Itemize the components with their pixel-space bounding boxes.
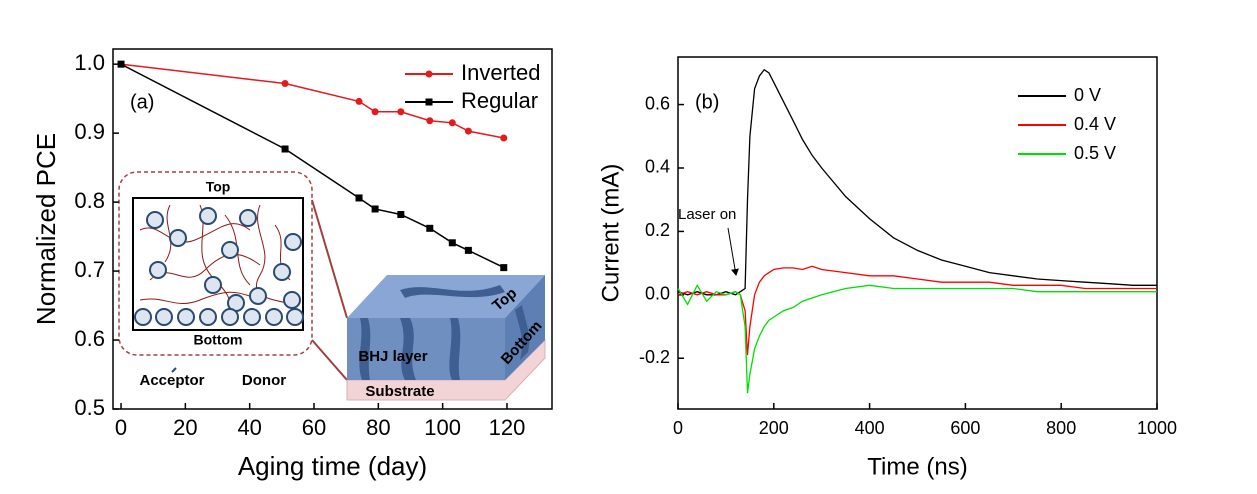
annotation: Laser on: [678, 206, 736, 223]
y-tick-label: 0.7: [74, 257, 105, 282]
annotation: Acceptor: [139, 372, 204, 389]
legend-label: 0.5 V: [1074, 143, 1116, 163]
x-tick-label: 100: [424, 415, 461, 440]
panel: 0 20 40 60 80 100 120 0.5 0.6 0.7 0.8 0.9 1.0 Aging t…: [31, 48, 553, 481]
y-tick-label: 1.0: [74, 50, 105, 75]
annotation: (b): [695, 91, 719, 113]
y-tick-label: 0.4: [645, 157, 670, 177]
marker: [464, 246, 472, 254]
y-tick-label: 0.5: [74, 395, 105, 420]
x-tick-label: 0: [115, 415, 127, 440]
annotation: Donor: [242, 372, 286, 389]
y-axis-label: Normalized PCE: [31, 133, 61, 325]
marker: [281, 145, 289, 153]
series-line: [677, 68, 1157, 296]
marker: [448, 239, 456, 247]
legend-label: 0 V: [1074, 85, 1101, 105]
marker: [117, 60, 125, 68]
marker: [425, 98, 433, 106]
legend-label: 0.4 V: [1074, 114, 1116, 134]
annotation: BHJ layer: [358, 348, 427, 365]
x-tick-label: 20: [173, 415, 197, 440]
marker: [426, 117, 434, 125]
acceptor-domains: [134, 207, 304, 326]
y-tick-label: 0.2: [645, 220, 670, 240]
series-line: [677, 265, 1157, 356]
connector: [311, 339, 348, 381]
marker: [397, 211, 405, 219]
x-tick-label: 40: [237, 415, 261, 440]
panel: 0 200 400 600 800 1000 -0.2 0.0 0.2 0.4 0.6 Time (n…: [597, 56, 1177, 480]
marker: [371, 108, 379, 116]
x-tick-label: 600: [950, 418, 980, 438]
y-tick-label: 0.0: [645, 284, 670, 304]
y-tick-label: 0.6: [645, 93, 670, 113]
inset-schematic: [118, 171, 546, 401]
x-tick-label: 800: [1046, 418, 1076, 438]
marker: [425, 70, 433, 78]
marker: [355, 97, 363, 105]
annotation: Bottom: [194, 332, 243, 348]
annotation: (a): [130, 91, 154, 113]
marker: [281, 79, 289, 87]
plot-frame: [112, 48, 553, 410]
marker: [371, 205, 379, 213]
marker: [355, 194, 363, 202]
marker: [464, 127, 472, 135]
legend-label: Regular: [461, 88, 538, 113]
annotation: Top: [206, 179, 231, 195]
y-tick-label: -0.2: [639, 347, 670, 367]
marker: [448, 119, 456, 127]
block-top: [347, 275, 545, 318]
x-tick-label: 0: [673, 418, 683, 438]
annotation: Substrate: [365, 383, 434, 400]
x-tick-label: 1000: [1137, 418, 1177, 438]
x-axis-label: Time (ns): [867, 453, 967, 480]
annotation-arrow: [727, 227, 739, 276]
x-tick-label: 60: [302, 415, 326, 440]
marker: [397, 108, 405, 116]
inset-frame: [118, 171, 313, 356]
y-tick-label: 0.8: [74, 188, 105, 213]
x-tick-label: 80: [366, 415, 390, 440]
legend-label: Inverted: [461, 60, 541, 85]
series-line: [677, 283, 1157, 394]
marker: [500, 264, 508, 272]
plot-frame: [677, 56, 1158, 410]
block-front: [347, 318, 505, 380]
y-tick-label: 0.6: [74, 326, 105, 351]
y-axis-label: Current (mA): [597, 164, 624, 303]
marker: [426, 224, 434, 232]
y-tick-label: 0.9: [74, 119, 105, 144]
x-tick-label: 200: [759, 418, 789, 438]
x-axis-label: Aging time (day): [238, 451, 427, 481]
block-texture: [359, 285, 530, 380]
acceptor-pointer: [171, 367, 177, 373]
x-tick-label: 120: [489, 415, 526, 440]
marker: [500, 134, 508, 142]
connector: [311, 199, 348, 319]
x-tick-label: 400: [855, 418, 885, 438]
